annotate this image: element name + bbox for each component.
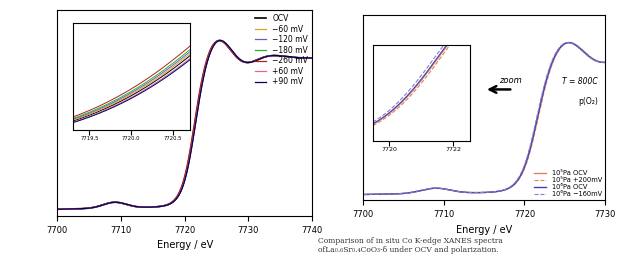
Legend: OCV, −60 mV, −120 mV, −180 mV, −260 mV, +60 mV, +90 mV: OCV, −60 mV, −120 mV, −180 mV, −260 mV, … <box>255 14 308 86</box>
Text: Comparison of in situ Co K-edge XANES spectra
ofLa₀.₆Sr₀.₄CoO₃-δ under OCV and p: Comparison of in situ Co K-edge XANES sp… <box>318 237 503 254</box>
X-axis label: Energy / eV: Energy / eV <box>157 240 213 250</box>
Text: p(O₂): p(O₂) <box>578 97 598 106</box>
Legend: 10⁵Pa OCV, 10⁵Pa +200mV, 10⁶Pa OCV, 10⁶Pa −160mV: 10⁵Pa OCV, 10⁵Pa +200mV, 10⁶Pa OCV, 10⁶P… <box>534 170 602 197</box>
Text: zoom: zoom <box>499 76 522 85</box>
X-axis label: Energy / eV: Energy / eV <box>456 225 512 235</box>
Text: T = 800C: T = 800C <box>562 77 598 86</box>
